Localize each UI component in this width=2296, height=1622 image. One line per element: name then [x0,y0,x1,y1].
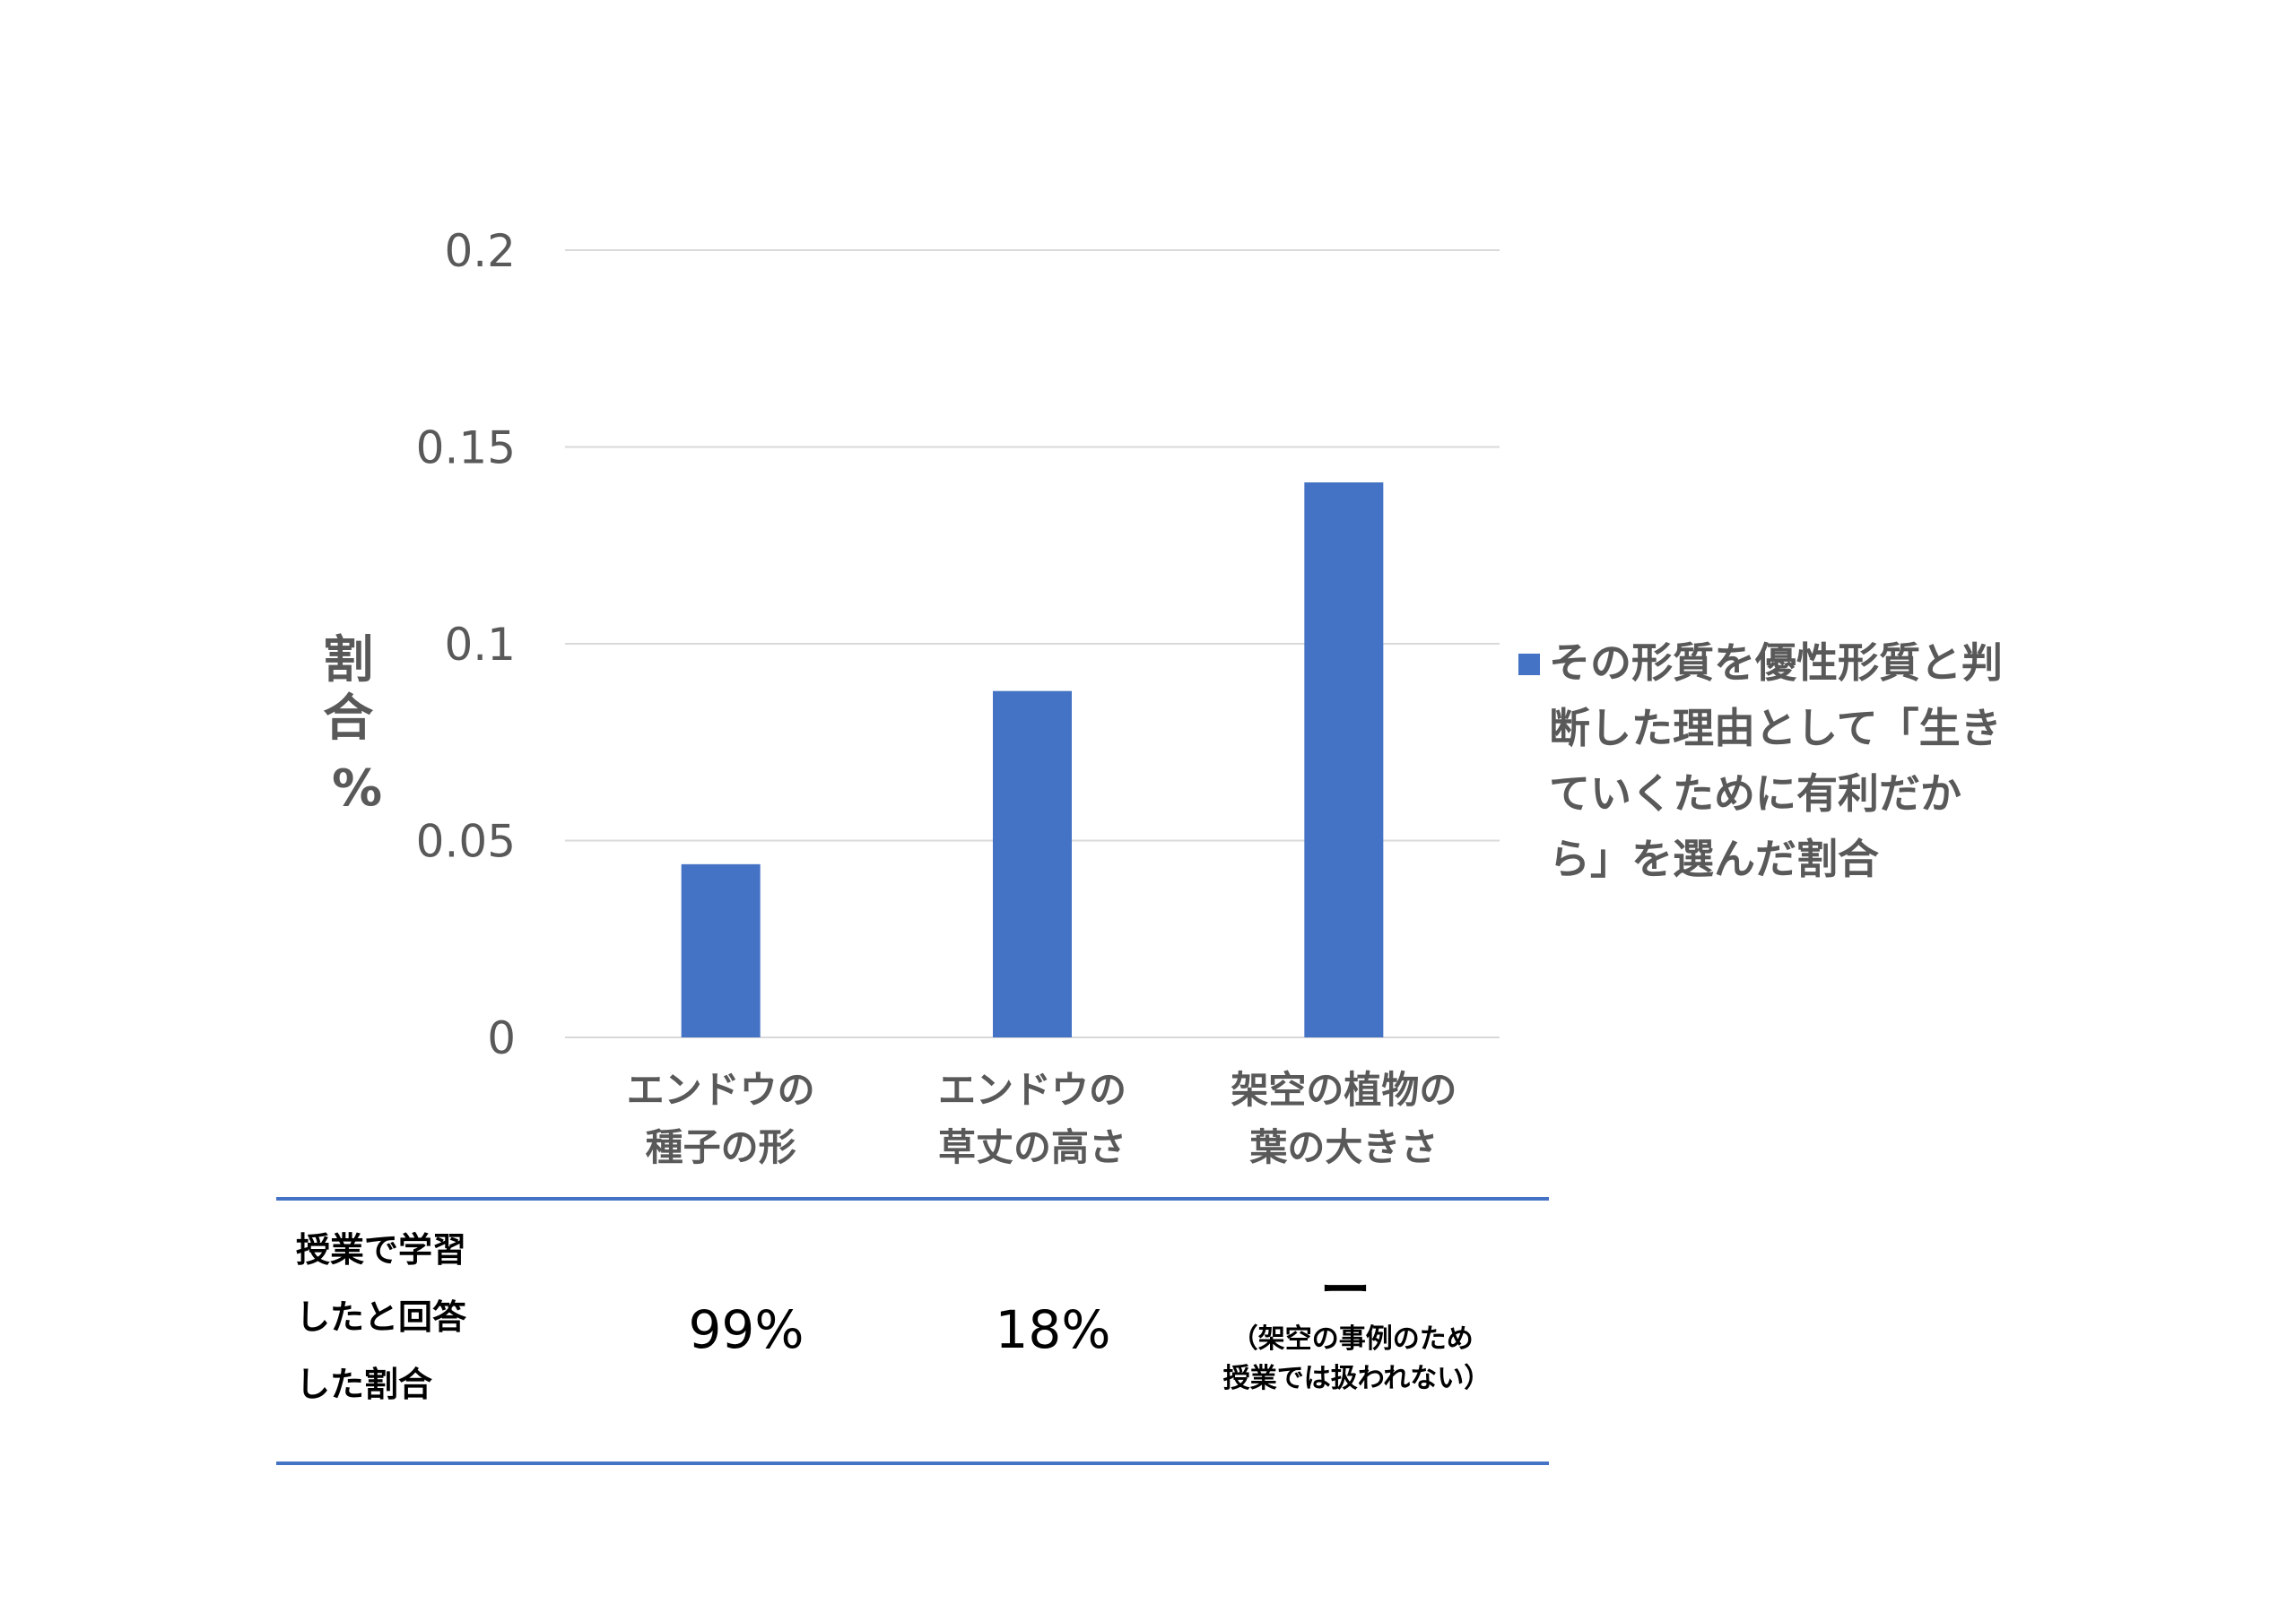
y-axis-label: 割 合 % [323,631,391,818]
table-row-label-line: 授業で学習 [296,1230,466,1270]
y-tick-label: 0.1 [444,619,516,671]
legend: その形質を優性形質と判 断した理由として「生き ていくために有利だか ら」を選ん… [1518,638,2017,883]
legend-swatch [1518,654,1540,675]
x-tick-label: エンドウの草丈の高さ [938,1068,1126,1169]
legend-label-line: ら」を選んだ割合 [1549,835,1879,883]
y-tick-label: 0 [487,1012,516,1064]
table-note: （架空の事例のため 授業では扱われない） [1223,1323,1492,1394]
legend-label-line: 断した理由として「生き [1549,704,2002,752]
x-tick-label: 架空の植物の葉の大きさ [1231,1068,1457,1169]
x-tick-label-line: 草丈の高さ [938,1125,1126,1169]
y-tick-label: 0.2 [444,225,516,277]
y-tick-label: 0.15 [416,422,516,474]
bar [993,690,1072,1037]
y-tick-label: 0.05 [416,816,516,868]
table-note-line: 授業では扱われない） [1223,1363,1492,1394]
x-tick-label-line: 架空の植物の [1231,1068,1457,1112]
y-axis-tick-labels: 0 0.05 0.1 0.15 0.2 [416,225,516,1064]
x-tick-label-line: 葉の大きさ [1248,1125,1438,1169]
legend-label: その形質を優性形質と判 断した理由として「生き ていくために有利だか ら」を選ん… [1549,638,2017,883]
answer-table: 授業で学習 したと回答 した割合 99% 18% ー （架空の事例のため 授業で… [276,1197,1549,1465]
x-tick-label: エンドウの種子の形 [627,1068,815,1169]
table-row-label: 授業で学習 したと回答 した割合 [296,1230,478,1404]
table-row-label-line: した割合 [296,1365,432,1404]
bars [681,482,1384,1037]
table-value-pea-height: 18% [996,1299,1111,1360]
bar [681,863,761,1037]
x-tick-label-line: エンドウの [627,1068,815,1112]
table-value-pea-seed: 99% [689,1299,804,1360]
legend-label-line: ていくために有利だか [1549,769,1961,818]
bar [1304,482,1384,1037]
y-axis-label-line: 合 [323,690,373,748]
legend-label-line: その形質を優性形質と判 [1549,638,2003,687]
table-note-line: （架空の事例のため [1231,1323,1474,1355]
x-tick-label-line: 種子の形 [646,1125,796,1169]
y-axis-label-line: % [332,759,382,818]
y-axis-label-line: 割 [323,631,373,690]
table-row-label-line: したと回答 [296,1297,467,1337]
x-tick-label-line: エンドウの [938,1068,1126,1112]
table-value-fictional-plant: ー [1320,1262,1370,1320]
